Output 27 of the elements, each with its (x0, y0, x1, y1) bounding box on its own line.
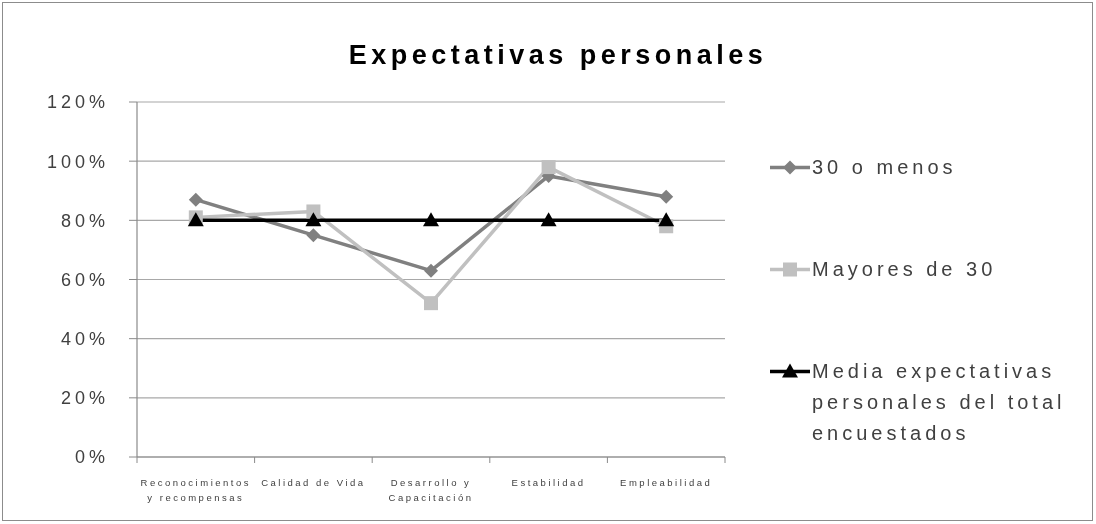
y-tick-label: 0% (74, 447, 109, 468)
x-tick-label: Desarrollo y Capacitación (388, 477, 474, 503)
y-tick-label: 60% (60, 269, 109, 290)
point (424, 296, 438, 311)
chart-title: Expectativas personales (348, 40, 768, 70)
y-tick-label: 20% (60, 388, 109, 409)
y-tick-label: 40% (60, 329, 109, 350)
point (540, 212, 557, 227)
x-tick-label: Empleabilidad (620, 477, 713, 488)
point (306, 228, 321, 243)
x-tick-label: Reconocimientos y recompensas (140, 477, 251, 503)
y-tick-label: 120% (46, 92, 109, 113)
point (659, 189, 674, 204)
point (423, 212, 439, 227)
point (541, 160, 556, 175)
y-tick-label: 100% (46, 151, 109, 172)
point (424, 263, 438, 278)
point (305, 212, 322, 227)
x-tick-label: Estabilidad (511, 477, 586, 488)
point (658, 212, 675, 227)
point (188, 192, 203, 207)
x-tick-label: Calidad de Vida (261, 477, 366, 488)
y-tick-label: 80% (60, 210, 109, 231)
legend-label: 30 o menos (812, 155, 958, 180)
point (306, 204, 321, 219)
legend-label: Media expectativas personales del total encuestados (812, 359, 1067, 446)
legend-label: Mayores de 30 (812, 257, 998, 282)
